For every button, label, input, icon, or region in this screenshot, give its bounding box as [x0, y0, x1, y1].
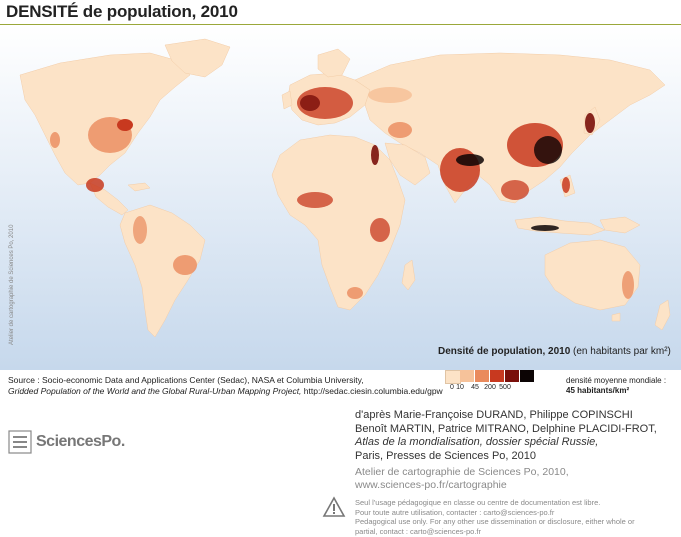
- scandinavia: [317, 48, 351, 78]
- legend-class-label: 45: [471, 384, 479, 391]
- title-rule: [0, 24, 681, 25]
- hotspot-us-northeast: [117, 119, 133, 131]
- hotspot-nile: [371, 145, 379, 165]
- asia: [354, 52, 666, 204]
- hotspot-europe: [297, 87, 353, 119]
- british-isles: [281, 90, 293, 110]
- hotspot-west-africa: [297, 192, 333, 208]
- warning-icon: [322, 496, 346, 517]
- legend-title: Densité de population, 2010 (en habitant…: [438, 346, 671, 357]
- hotspot-east-africa: [370, 218, 390, 242]
- author-credits: d'après Marie-Françoise DURAND, Philippe…: [355, 409, 657, 462]
- vertical-credit: Atelier de cartographie de Sciences Po, …: [9, 224, 15, 345]
- caribbean: [127, 182, 151, 192]
- hotspot-russia: [368, 87, 412, 103]
- hotspot-east-china: [534, 136, 562, 164]
- hotspot-middle-east: [388, 122, 412, 138]
- tasmania: [611, 312, 621, 322]
- legend-class-label: 200: [484, 384, 496, 391]
- new-zealand: [654, 299, 671, 331]
- usage-notice: Seul l'usage pédagogique en classe ou ce…: [355, 498, 635, 536]
- source-note: Source : Socio-economic Data and Applica…: [8, 375, 443, 396]
- hotspot-java: [531, 225, 559, 231]
- africa: [271, 134, 406, 311]
- sciencespo-logo: SciencesPo.: [36, 433, 125, 450]
- density-hotspots: [50, 87, 634, 299]
- legend-class-label: 10: [456, 384, 464, 391]
- legend-swatch: [520, 370, 534, 382]
- legend-swatch: [475, 370, 489, 382]
- new-guinea: [599, 216, 641, 234]
- legend-swatch: [445, 370, 461, 384]
- legend-class-label: 500: [499, 384, 511, 391]
- hotspot-east-australia: [622, 271, 634, 299]
- hotspot-philippines: [562, 177, 570, 193]
- hotspot-southeast-asia: [501, 180, 529, 200]
- hotspot-south-africa: [347, 287, 363, 299]
- arabia: [384, 142, 431, 186]
- legend-swatch: [505, 370, 519, 382]
- madagascar: [401, 259, 416, 291]
- page-title: DENSITÉ de population, 2010: [6, 2, 238, 21]
- hotspot-ganges: [456, 154, 484, 166]
- hotspot-andes: [133, 216, 147, 244]
- sciencespo-logo-icon: [8, 430, 32, 454]
- world-mean-density: densité moyenne mondiale : 45 habitants/…: [566, 376, 667, 395]
- world-density-map: [0, 25, 681, 370]
- hotspot-brazil: [173, 255, 197, 275]
- atelier-credit: Atelier de cartographie de Sciences Po, …: [355, 466, 569, 491]
- legend-swatch: [490, 370, 504, 382]
- hotspot-mexico: [86, 178, 104, 192]
- legend-swatch: [460, 370, 474, 382]
- legend-class-label: 0: [450, 384, 454, 391]
- hotspot-us-west: [50, 132, 60, 148]
- greenland: [164, 38, 231, 78]
- hotspot-japan: [585, 113, 595, 133]
- hotspot-western-europe: [300, 95, 320, 111]
